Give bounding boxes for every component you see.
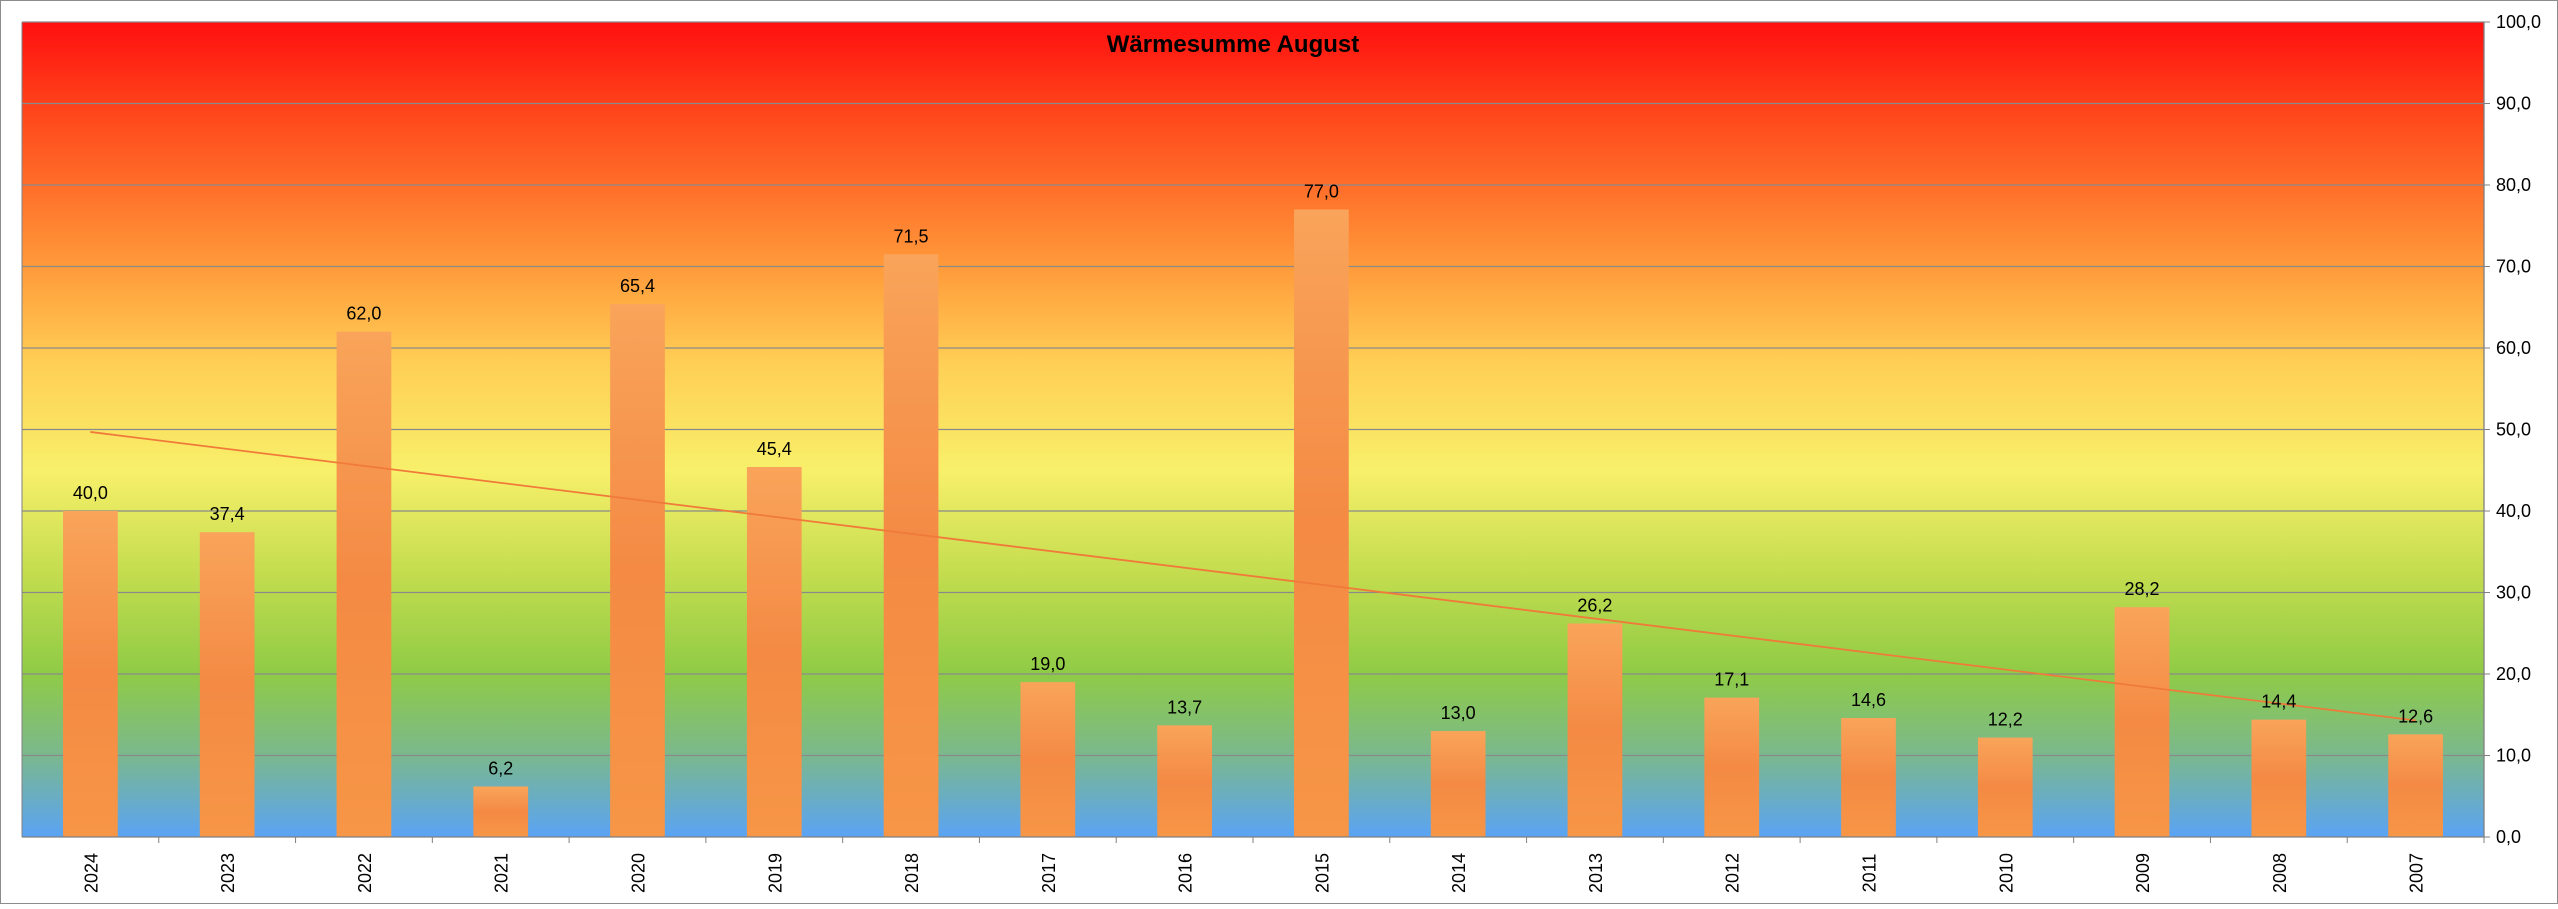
data-label-2009: 28,2	[2125, 579, 2160, 599]
bar-2016	[1157, 725, 1212, 837]
x-tick-label-2017: 2017	[1039, 853, 1059, 893]
x-tick-label-2014: 2014	[1449, 853, 1469, 893]
x-tick-label-2009: 2009	[2133, 853, 2153, 893]
bar-2021	[473, 786, 529, 837]
bar-2020	[610, 303, 665, 837]
data-label-2011: 14,6	[1851, 690, 1886, 710]
x-tick-label-2012: 2012	[1723, 853, 1743, 893]
x-tick-label-2023: 2023	[218, 853, 238, 893]
axes: 0,0 10,0 20,0 30,0 40,0 50,0 60,0 70,0 80,0 90,0 1…	[21, 12, 2541, 893]
data-label-2013: 26,2	[1577, 595, 1612, 615]
y-tick-label: 100,0	[2496, 12, 2541, 32]
data-label-2015: 77,0	[1304, 181, 1339, 201]
x-tick-label-2015: 2015	[1312, 853, 1332, 893]
x-tick-label-2007: 2007	[2407, 853, 2427, 893]
data-label-2007: 12,6	[2398, 706, 2433, 726]
x-tick-label-2022: 2022	[355, 853, 375, 893]
x-tick-label-2021: 2021	[492, 853, 512, 893]
y-tick-label: 80,0	[2496, 175, 2531, 195]
data-label-2019: 45,4	[757, 439, 792, 459]
data-labels: 40,0 37,4 62,0 6,2 65,4 45,4 71,5 19,0 13,7 77,0 1…	[73, 181, 2433, 778]
data-label-2021: 6,2	[488, 758, 513, 778]
x-tick-label-2010: 2010	[1996, 853, 2016, 893]
bar-2015	[1294, 209, 1349, 837]
trendline-layer	[90, 431, 2416, 722]
bar-2010	[1977, 737, 2033, 837]
data-label-2023: 37,4	[210, 504, 245, 524]
bar-2023	[199, 532, 255, 837]
x-tick-label-2018: 2018	[902, 853, 922, 893]
bar-2009	[2114, 607, 2170, 837]
x-tick-label-2019: 2019	[765, 853, 785, 893]
x-tick-label-2011: 2011	[1860, 854, 1880, 893]
bar-2017	[1020, 682, 1076, 837]
y-tick-label: 60,0	[2496, 338, 2531, 358]
bar-2007	[2388, 734, 2443, 837]
data-label-2012: 17,1	[1714, 670, 1749, 690]
y-tick-label: 10,0	[2496, 746, 2531, 766]
bar-2011	[1841, 718, 1896, 837]
y-tick-label: 30,0	[2496, 583, 2531, 603]
gridlines	[22, 21, 2484, 757]
data-label-2018: 71,5	[894, 226, 929, 246]
bar-2014	[1430, 731, 1486, 837]
data-label-2010: 12,2	[1988, 710, 2023, 730]
bars	[63, 209, 2443, 837]
data-label-2024: 40,0	[73, 483, 108, 503]
chart-title: Wärmesumme August	[1107, 31, 1360, 58]
bar-2008	[2251, 719, 2307, 837]
x-tick-label-2016: 2016	[1176, 853, 1196, 893]
y-tick-label: 0,0	[2496, 827, 2521, 847]
x-tick-label-2020: 2020	[629, 853, 649, 893]
x-tick-label-2024: 2024	[81, 853, 101, 893]
trendline	[90, 431, 2416, 722]
x-tick-label-2008: 2008	[2270, 853, 2290, 893]
data-label-2014: 13,0	[1441, 703, 1476, 723]
y-tick-label: 70,0	[2496, 257, 2531, 277]
data-label-2022: 62,0	[346, 304, 381, 324]
bar-2022	[336, 331, 392, 837]
bar-2018	[883, 254, 939, 837]
y-tick-label: 90,0	[2496, 94, 2531, 114]
y-tick-label: 50,0	[2496, 420, 2531, 440]
bar-2024	[63, 511, 118, 837]
x-tick-label-2013: 2013	[1586, 853, 1606, 893]
bar-2012	[1704, 697, 1760, 837]
bar-2019	[746, 466, 802, 837]
y-tick-label: 40,0	[2496, 501, 2531, 521]
y-tick-label: 20,0	[2496, 664, 2531, 684]
data-label-2008: 14,4	[2261, 692, 2296, 712]
data-label-2020: 65,4	[620, 276, 655, 296]
data-label-2016: 13,7	[1167, 697, 1202, 717]
data-label-2017: 19,0	[1030, 654, 1065, 674]
bar-2013	[1567, 623, 1623, 837]
